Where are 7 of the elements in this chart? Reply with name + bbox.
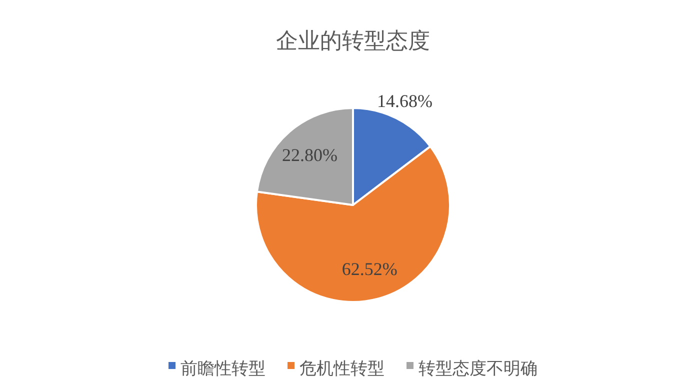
legend-label: 危机性转型 [300, 359, 384, 380]
legend-label: 转型态度不明确 [418, 359, 538, 380]
data-label: 62.52% [342, 258, 398, 279]
data-label: 14.68% [377, 90, 433, 111]
chart-title: 企业的转型态度 [276, 29, 430, 54]
legend-label: 前瞻性转型 [180, 359, 266, 380]
data-label: 22.80% [282, 145, 338, 166]
